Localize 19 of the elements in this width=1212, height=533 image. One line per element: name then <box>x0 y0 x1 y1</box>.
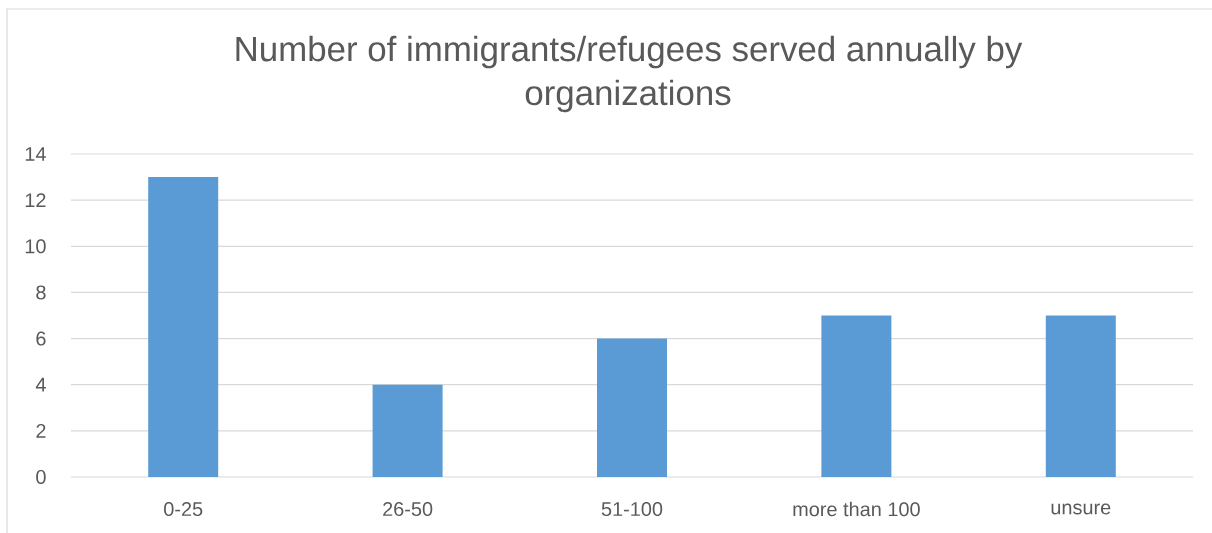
y-tick-label: 14 <box>25 147 46 161</box>
y-tick-label: 6 <box>36 331 46 346</box>
x-tick-label: unsure <box>1051 503 1111 515</box>
y-tick-label: 2 <box>36 423 46 438</box>
chart-title: Number of immigrants/refugees served annually by organizations <box>236 35 1023 113</box>
bar <box>1045 315 1116 477</box>
y-tick-label: 4 <box>35 377 46 392</box>
bar <box>821 315 892 477</box>
y-tick-label: 12 <box>25 193 46 208</box>
x-tick-label: 51-100 <box>601 501 663 517</box>
x-tick-label: more than 100 <box>793 501 920 517</box>
y-tick-label: 0 <box>36 469 46 485</box>
bar <box>372 384 443 477</box>
x-tick-label: 26-50 <box>383 501 433 517</box>
bar <box>596 338 667 477</box>
bar <box>148 177 219 477</box>
y-tick-label: 8 <box>36 285 46 300</box>
x-tick-label: 0-25 <box>164 501 203 517</box>
y-tick-label: 10 <box>25 239 46 254</box>
